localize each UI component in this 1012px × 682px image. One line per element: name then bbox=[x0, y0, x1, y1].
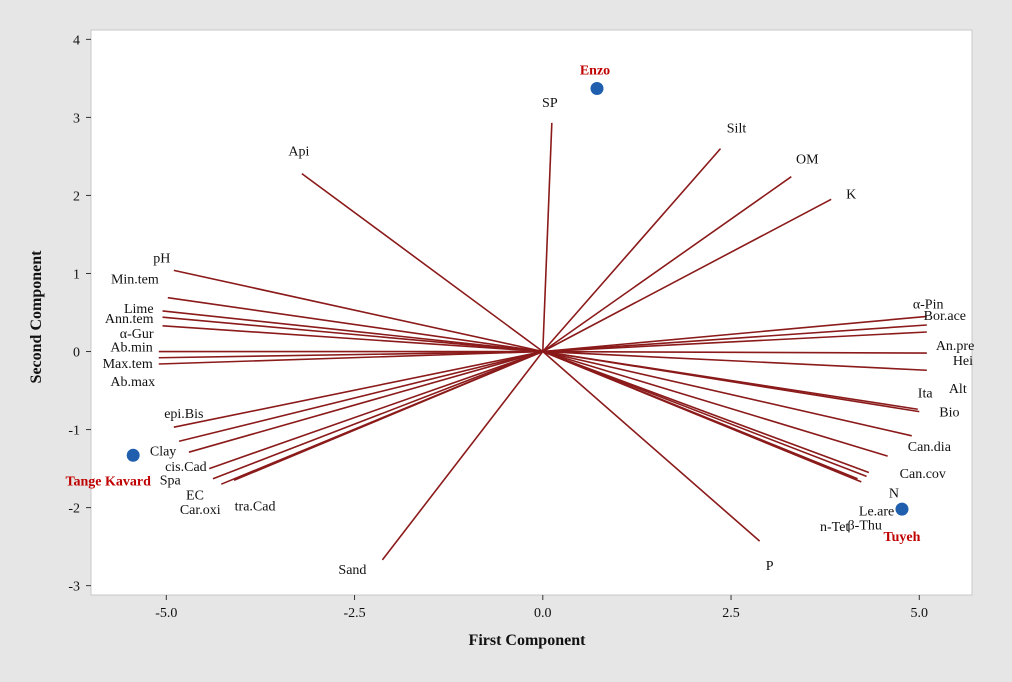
vector-label: K bbox=[846, 187, 856, 202]
loading-labels: SPSiltOMKApipHMin.temLimeAnn.temα-GurAb.… bbox=[103, 96, 975, 578]
site-points: Enzo Tange Kavard Tuyeh bbox=[65, 64, 920, 546]
loading-vector bbox=[542, 350, 912, 437]
vector-label: SP bbox=[542, 96, 558, 111]
y-axis-title: Second Component bbox=[28, 250, 45, 384]
loading-vector bbox=[162, 310, 543, 353]
vector-label: OM bbox=[796, 153, 819, 168]
site-label: Tuyeh bbox=[884, 530, 921, 545]
loading-vector bbox=[542, 350, 858, 480]
loading-vector bbox=[542, 350, 927, 354]
loading-vector bbox=[162, 316, 543, 353]
vector-label: epi.Bis bbox=[164, 407, 203, 422]
x-tick-label: -2.5 bbox=[343, 606, 365, 621]
vector-label: n-Tet bbox=[820, 520, 849, 535]
vector-label: Le.are bbox=[859, 504, 894, 519]
vector-label: Clay bbox=[150, 444, 176, 459]
loading-vector bbox=[542, 176, 792, 353]
vector-label: β-Thu bbox=[848, 519, 882, 534]
loading-vector bbox=[212, 350, 544, 480]
site-label: Tange Kavard bbox=[65, 474, 151, 489]
loading-vector bbox=[542, 350, 920, 413]
loading-vector bbox=[541, 122, 553, 352]
vector-label: Alt bbox=[949, 382, 967, 397]
vector-label: P bbox=[766, 559, 774, 574]
vector-label: Can.cov bbox=[900, 467, 946, 482]
vector-label: N bbox=[889, 486, 899, 501]
loading-vectors bbox=[158, 122, 927, 561]
vector-label: Silt bbox=[727, 122, 747, 137]
site-point bbox=[895, 502, 909, 516]
loading-vector bbox=[542, 350, 888, 457]
vector-label: Hei bbox=[953, 354, 973, 369]
vector-label: Ann.tem bbox=[105, 312, 154, 327]
loading-vector bbox=[301, 172, 544, 353]
loading-vector bbox=[208, 350, 544, 470]
loading-vector bbox=[178, 350, 543, 443]
vector-label: Lime bbox=[124, 302, 154, 317]
loading-vector bbox=[542, 331, 927, 353]
vector-label: Bor.ace bbox=[924, 309, 966, 324]
loading-vector bbox=[542, 350, 761, 542]
vector-label: An.pre bbox=[936, 339, 975, 354]
vector-label: α-Gur bbox=[120, 327, 154, 342]
vector-label: pH bbox=[153, 251, 170, 266]
loading-vector bbox=[188, 350, 544, 453]
loading-vector bbox=[173, 269, 543, 353]
x-tick-label: -5.0 bbox=[155, 606, 177, 621]
y-tick-label: 3 bbox=[73, 111, 80, 126]
loading-vector bbox=[542, 350, 927, 372]
vector-label: tra.Cad bbox=[235, 499, 276, 514]
vector-label: Ab.max bbox=[110, 375, 155, 390]
loading-vector bbox=[542, 350, 867, 478]
site-point bbox=[126, 448, 140, 462]
loading-vector bbox=[162, 324, 543, 353]
loading-vector bbox=[233, 350, 544, 482]
vector-label: Min.tem bbox=[111, 273, 159, 288]
vector-label: Ita bbox=[918, 386, 934, 401]
vector-label: Car.oxi bbox=[180, 503, 221, 518]
vector-label: α-Pin bbox=[913, 297, 944, 312]
site-label: Enzo bbox=[580, 64, 610, 79]
vector-label: Max.tem bbox=[103, 357, 153, 372]
vector-label: Spa bbox=[160, 474, 182, 489]
loading-vector bbox=[158, 350, 543, 365]
vector-label: Sand bbox=[338, 563, 366, 578]
axis-ticks: -5.0 -2.5 0.0 2.5 5.0 -3 -2 -1 0 1 2 3 4 bbox=[68, 33, 928, 621]
site-point bbox=[590, 82, 604, 96]
loading-vector bbox=[542, 198, 832, 353]
y-tick-label: 2 bbox=[73, 189, 80, 204]
vector-label: Api bbox=[288, 145, 309, 160]
vector-label: EC bbox=[186, 489, 204, 504]
x-axis-title: First Component bbox=[469, 632, 587, 649]
y-tick-label: 0 bbox=[73, 346, 80, 361]
x-tick-label: 5.0 bbox=[911, 606, 929, 621]
loading-vector bbox=[158, 350, 543, 359]
y-tick-label: -2 bbox=[68, 502, 80, 517]
loading-vector bbox=[381, 351, 544, 561]
x-tick-label: 2.5 bbox=[722, 606, 740, 621]
vector-label: Can.dia bbox=[908, 440, 952, 455]
vector-label: Ab.min bbox=[110, 341, 152, 356]
vector-label: Bio bbox=[939, 406, 959, 421]
loading-vector bbox=[167, 296, 543, 353]
loading-vector bbox=[542, 324, 927, 353]
y-tick-label: 4 bbox=[73, 33, 80, 48]
loading-vector bbox=[542, 315, 927, 353]
loading-vector bbox=[542, 148, 722, 353]
y-tick-label: -3 bbox=[68, 580, 80, 595]
x-tick-label: 0.0 bbox=[534, 606, 552, 621]
y-tick-label: -1 bbox=[68, 424, 80, 439]
plot-area bbox=[90, 29, 973, 596]
loading-vector bbox=[173, 350, 543, 429]
vector-label: cis.Cad bbox=[165, 460, 207, 475]
y-tick-label: 1 bbox=[73, 267, 80, 282]
